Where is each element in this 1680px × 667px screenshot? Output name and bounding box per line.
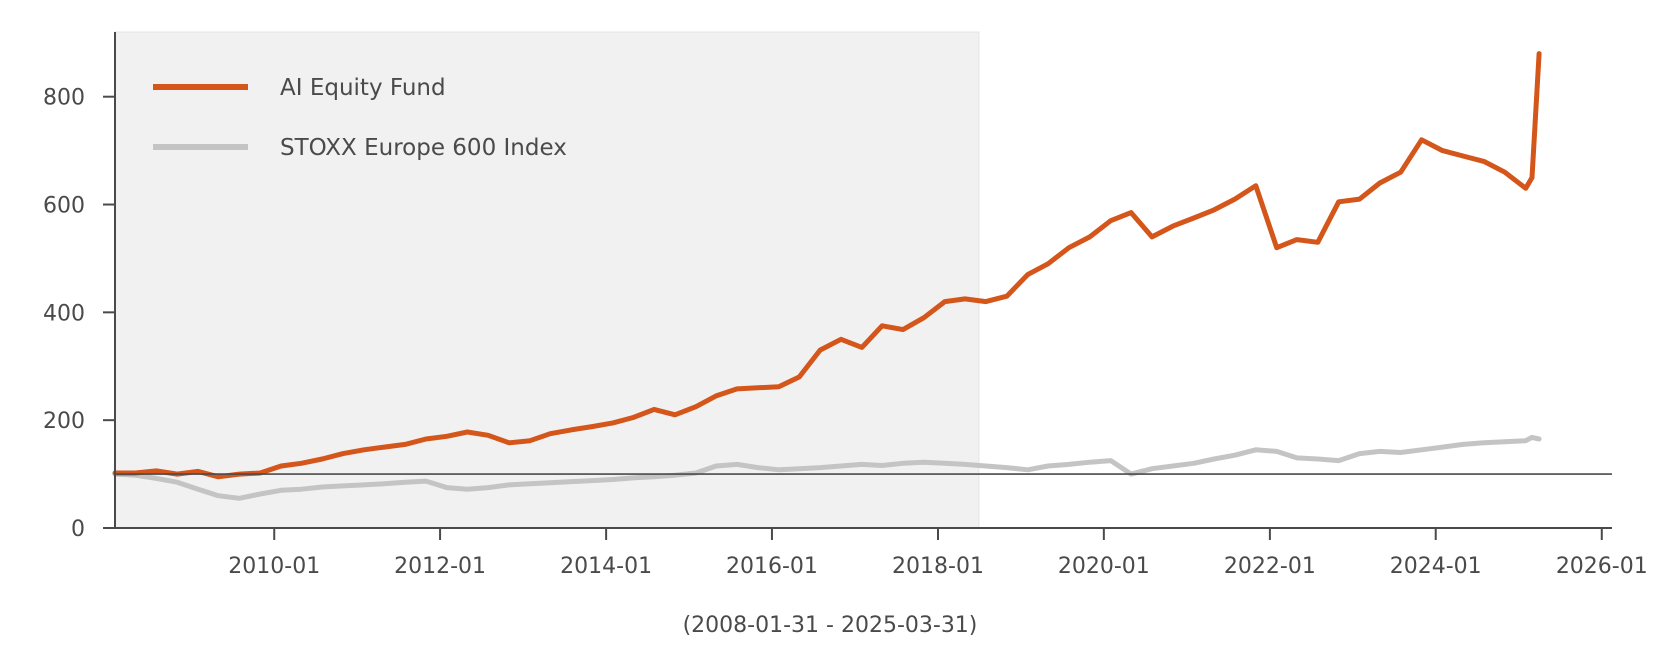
x-tick-label: 2020-01 — [1058, 554, 1150, 579]
y-tick-label: 200 — [43, 409, 85, 434]
legend-label: STOXX Europe 600 Index — [280, 135, 567, 161]
series-line-ai-equity-fund — [112, 51, 1542, 480]
x-tick-label: 2016-01 — [726, 554, 818, 579]
x-tick-label: 2022-01 — [1224, 554, 1316, 579]
legend-label: AI Equity Fund — [280, 75, 446, 101]
y-tick-label: 800 — [43, 86, 85, 111]
x-tick-label: 2010-01 — [228, 554, 320, 579]
shaded-region — [114, 31, 980, 529]
x-tick-label: 2014-01 — [560, 554, 652, 579]
y-tick-label: 400 — [43, 301, 85, 326]
axes: 0 200 400 600 800 2010-01 2012-01 2014-01 2016-0… — [43, 32, 1648, 579]
x-axis-caption: (2008-01-31 - 2025-03-31) — [683, 613, 978, 638]
x-tick-label: 2024-01 — [1390, 554, 1482, 579]
x-tick-label: 2018-01 — [892, 554, 984, 579]
x-tick-label: 2012-01 — [394, 554, 486, 579]
y-tick-label: 0 — [71, 517, 85, 542]
series-layer — [112, 51, 1542, 501]
legend: AI Equity Fund STOXX Europe 600 Index — [153, 75, 567, 161]
y-tick-label: 600 — [43, 194, 85, 219]
x-tick-label: 2026-01 — [1556, 554, 1648, 579]
series-line-stoxx-europe-600 — [112, 434, 1542, 501]
